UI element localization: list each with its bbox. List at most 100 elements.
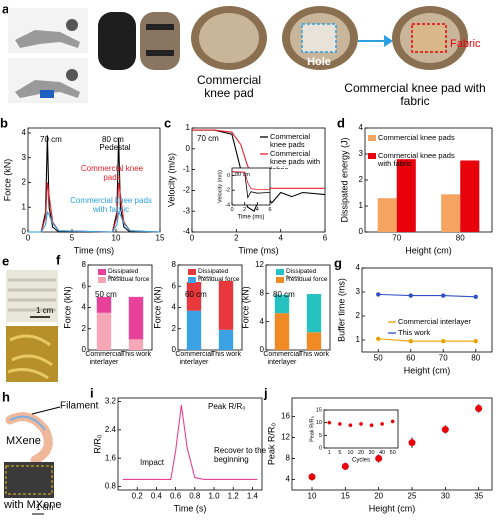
x-tick-label: 70: [392, 234, 401, 243]
y-tick-label: 8: [82, 260, 87, 269]
x-tick-label: 0: [26, 234, 31, 243]
y-axis-label: Peak R/R₀: [309, 416, 315, 442]
y-tick-label: 2: [22, 178, 27, 187]
annotation: 70 cm: [40, 135, 62, 144]
x-axis-label: Cycles: [352, 458, 370, 464]
y-axis-label: Force (kN): [240, 286, 250, 329]
marker: [473, 339, 478, 344]
x-tick-label: 6: [323, 234, 328, 243]
y-tick-label: 6: [172, 281, 177, 290]
point: [408, 439, 416, 447]
legend-label: Residual force: [108, 276, 150, 283]
legend-swatch: [276, 277, 284, 283]
bar-segment: [218, 329, 234, 350]
x-axis-label: Height (cm): [404, 365, 451, 375]
y-tick-label: 4: [359, 123, 364, 132]
bar: [441, 194, 461, 232]
point: [348, 423, 353, 428]
arrow: [31, 406, 61, 415]
point: [390, 419, 395, 424]
plot-frame: [117, 397, 263, 491]
x-tick-label: 10: [308, 492, 317, 501]
y-tick-label: 6: [82, 281, 87, 290]
legend-label: Commercial knee pads with fabric: [270, 150, 321, 169]
y-axis-label: Force (kN): [2, 159, 12, 202]
scale-label: 1 cm: [36, 306, 54, 315]
y-tick-label: 4: [260, 317, 265, 326]
x-tick-label: Commercial interlayer: [263, 351, 300, 366]
point: [380, 422, 384, 426]
legend-label: Commercial knee pads: [80, 164, 144, 182]
line: [378, 293, 476, 298]
legend-label: Commercial knee pads: [80, 164, 144, 182]
line: [231, 171, 270, 190]
y-tick-label: -4: [225, 202, 230, 208]
y-tick-label: 2.4: [105, 425, 117, 434]
x-tick-label: This work: [211, 351, 241, 358]
plot-frame: [361, 267, 493, 353]
legend-label: Dissipated force: [108, 268, 138, 278]
x-tick-label: 5: [70, 234, 75, 243]
legend-label: Residual force: [198, 276, 240, 283]
annotation: 50 cm: [95, 290, 117, 299]
legend-label: Pedestal: [99, 143, 131, 152]
x-tick-label: 30: [441, 492, 450, 501]
legend-label: This work: [398, 329, 431, 337]
legend-label: Commercial knee pads: [270, 133, 311, 149]
bar-segment: [274, 294, 290, 314]
legend-label: Residual force: [108, 276, 150, 283]
legend-label: Commercial knee pads with fabric: [70, 196, 152, 214]
mxene-label: MXene: [6, 435, 41, 447]
x-tick-label: Commercial interlayer: [85, 351, 122, 366]
y-axis-label: Velocity (m/s): [166, 153, 176, 207]
x-axis-label: Height (cm): [405, 245, 452, 255]
y-tick-label: 4: [22, 128, 27, 137]
annotation: 80 cm: [235, 172, 250, 178]
annotation: 80 cm: [235, 172, 250, 178]
y-tick-label: 0: [172, 345, 177, 354]
x-tick-label: This work: [211, 351, 241, 358]
x-tick-label: 35: [474, 492, 483, 501]
y-tick-label: 2: [359, 175, 364, 184]
x-tick-label: 0: [230, 207, 233, 213]
y-tick-label: -2: [225, 188, 230, 194]
legend-label: Commercial knee pads: [270, 133, 311, 149]
knit-texture: [8, 278, 56, 312]
y-tick-label: 8: [260, 288, 265, 297]
bar: [377, 198, 397, 232]
x-tick-label: 4: [256, 207, 259, 213]
y-tick-label: 15: [316, 407, 322, 413]
legend-swatch: [188, 277, 196, 283]
x-axis-label: Height (cm): [369, 503, 416, 513]
annotation: 50 cm: [95, 290, 117, 299]
y-tick-label: 1: [359, 201, 364, 210]
legend-label: Commercial knee pads with fabric: [270, 150, 321, 169]
y-tick-label: 0: [82, 345, 87, 354]
point: [375, 454, 383, 462]
y-tick-label: 3: [356, 287, 361, 296]
point: [475, 405, 483, 413]
annotation: Peak R/R₀: [208, 402, 246, 411]
point: [338, 422, 342, 426]
legend-label: Residual force: [286, 276, 328, 283]
x-tick-label: This work: [299, 351, 329, 358]
x-tick-label: 1.2: [228, 492, 240, 501]
x-tick-label: 1.0: [208, 492, 220, 501]
plot-frame: [323, 409, 399, 449]
legend-swatch: [98, 269, 106, 275]
legend-label: Dissipated force: [286, 268, 316, 278]
y-tick-label: 4: [356, 263, 361, 272]
x-tick-label: 20: [358, 450, 364, 456]
y-tick-label: 0: [260, 345, 265, 354]
x-axis-label: Time (ms): [74, 245, 114, 255]
legend-label: Commercial knee pads with fabric: [70, 196, 152, 214]
annotation: 60 cm: [185, 290, 207, 299]
y-tick-label: 3: [22, 153, 27, 162]
marker: [473, 294, 478, 299]
bar-segment: [186, 310, 202, 350]
x-tick-label: 2: [234, 234, 239, 243]
bar-segment: [96, 296, 112, 313]
point: [359, 422, 363, 426]
y-tick-label: 2: [356, 311, 361, 320]
